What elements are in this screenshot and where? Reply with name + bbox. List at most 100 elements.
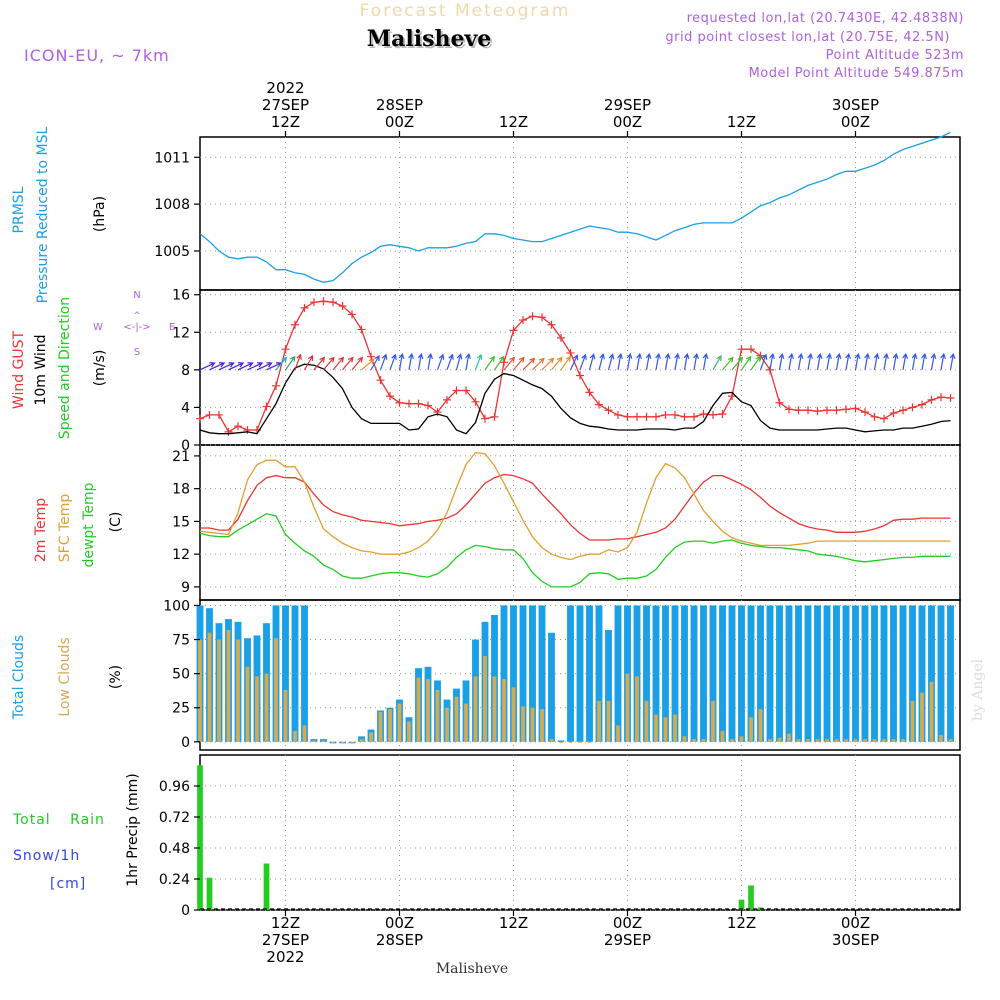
wind-barb-head: [581, 353, 587, 360]
bar-low-clouds: [397, 703, 402, 742]
bar-total-clouds: [833, 605, 840, 742]
bar-low-clouds: [302, 725, 307, 742]
wind-barb: [427, 353, 432, 370]
footer-location: Malisheve: [436, 961, 508, 977]
bar-total-clouds: [643, 605, 650, 742]
wind-barb: [902, 353, 907, 370]
bar-total-clouds: [899, 605, 907, 742]
wind-label-gust: Wind GUST: [11, 330, 27, 409]
wind-barb-head: [209, 362, 216, 368]
wind-barb: [598, 354, 604, 371]
bar-total-clouds: [291, 605, 299, 742]
bottom-time-label: 00Z: [841, 914, 870, 932]
bar-total-clouds: [662, 605, 669, 742]
wind-barb-head: [296, 353, 302, 360]
bar-low-clouds: [787, 733, 791, 742]
wind-barb: [484, 356, 495, 371]
gust-marker: [633, 412, 641, 421]
bar-low-clouds: [388, 709, 392, 742]
gust-marker: [528, 312, 537, 321]
bar-low-clouds: [445, 707, 449, 742]
temp-label-sfc: SFC Temp: [57, 494, 73, 563]
wind-barb-head: [319, 356, 326, 363]
wind-barb-head: [538, 357, 545, 364]
gust-marker: [291, 320, 299, 329]
wind-barb-head: [930, 352, 937, 360]
wind-barb: [778, 353, 783, 370]
wind-barb-head: [328, 356, 335, 363]
top-time-label: 28SEP: [376, 96, 423, 114]
gust-marker: [566, 348, 575, 357]
wind-barb-head: [807, 352, 813, 360]
bar-low-clouds: [834, 739, 839, 742]
ytick-label-clouds: 75: [172, 633, 190, 649]
ytick-label-precip: 0.96: [159, 779, 190, 795]
wind-barb-head: [338, 356, 345, 363]
gust-marker: [937, 393, 945, 402]
top-time-label: 27SEP: [262, 96, 309, 114]
wind-barb: [398, 353, 403, 370]
temp-label-2m: 2m Temp: [33, 498, 49, 562]
bar-total-clouds: [757, 605, 764, 742]
bar-low-clouds: [777, 737, 782, 742]
requested-coords: requested lon,lat (20.7430E, 42.4838N): [687, 11, 964, 26]
wind-barb-head: [683, 352, 690, 360]
bar-total-clouds: [595, 605, 603, 742]
bar-total-clouds: [880, 605, 888, 742]
gust-marker: [918, 400, 926, 409]
bar-low-clouds: [891, 739, 896, 742]
bar-low-clouds: [207, 632, 212, 742]
bar-total-clouds: [576, 605, 584, 742]
top-time-label: 2022: [266, 79, 304, 97]
wind-barb: [702, 353, 707, 370]
wind-barb-head: [565, 355, 571, 362]
wind-barb: [816, 353, 821, 370]
gust-marker: [471, 397, 480, 406]
bar-low-clouds: [331, 741, 335, 743]
bar-low-clouds: [806, 739, 810, 742]
wind-barb-head: [572, 354, 579, 361]
wind-barb-head: [835, 352, 842, 360]
gust-marker: [775, 398, 784, 407]
gust-marker: [443, 395, 451, 404]
wind-barb: [351, 357, 363, 371]
top-time-label: 29SEP: [604, 96, 651, 114]
wind-barb: [911, 353, 916, 370]
wind-barb: [664, 353, 669, 370]
wind-barb-head: [357, 356, 364, 363]
wind-barb-head: [247, 362, 254, 368]
bar-total-clouds: [671, 605, 679, 742]
wind-barb-head: [788, 352, 794, 360]
wind-barb: [513, 357, 525, 371]
bar-low-clouds: [549, 739, 554, 742]
gust-marker: [462, 386, 470, 395]
bar-rain: [748, 885, 754, 910]
model-label: ICON-EU, ~ 7km: [24, 46, 170, 65]
bar-total-clouds: [567, 605, 574, 742]
bar-total-clouds: [814, 605, 821, 742]
bar-total-clouds: [928, 605, 935, 742]
location-title: Malisheve: [367, 26, 491, 52]
precip-label-unit: 1hr Precip (mm): [125, 773, 141, 886]
wind-barb-head: [727, 356, 734, 363]
wind-barb-head: [408, 352, 414, 360]
bar-total-clouds: [500, 605, 508, 742]
gust-marker: [281, 345, 290, 354]
wind-barb-head: [456, 353, 463, 360]
ytick-label-temperature: 9: [181, 580, 190, 596]
wind-barb: [712, 355, 722, 371]
wind-barb-head: [854, 352, 861, 360]
gust-marker: [728, 392, 736, 401]
wind-barb-head: [737, 356, 744, 363]
gust-marker: [500, 358, 508, 367]
gust-marker: [414, 399, 423, 408]
model-altitude: Model Point Altitude 549.875m: [749, 66, 964, 81]
bottom-time-label: 30SEP: [832, 931, 879, 949]
wind-barb-head: [529, 357, 536, 364]
compass-north: N: [133, 290, 140, 301]
grid-point-coords: grid point closest lon,lat (20.75E, 42.5…: [665, 30, 950, 45]
compass-rose: N S W E <-|-> ^: [93, 290, 175, 358]
top-time-label: 30SEP: [832, 96, 879, 114]
wind-barb-head: [518, 356, 525, 363]
subtitle: Forecast Meteogram: [360, 1, 571, 21]
